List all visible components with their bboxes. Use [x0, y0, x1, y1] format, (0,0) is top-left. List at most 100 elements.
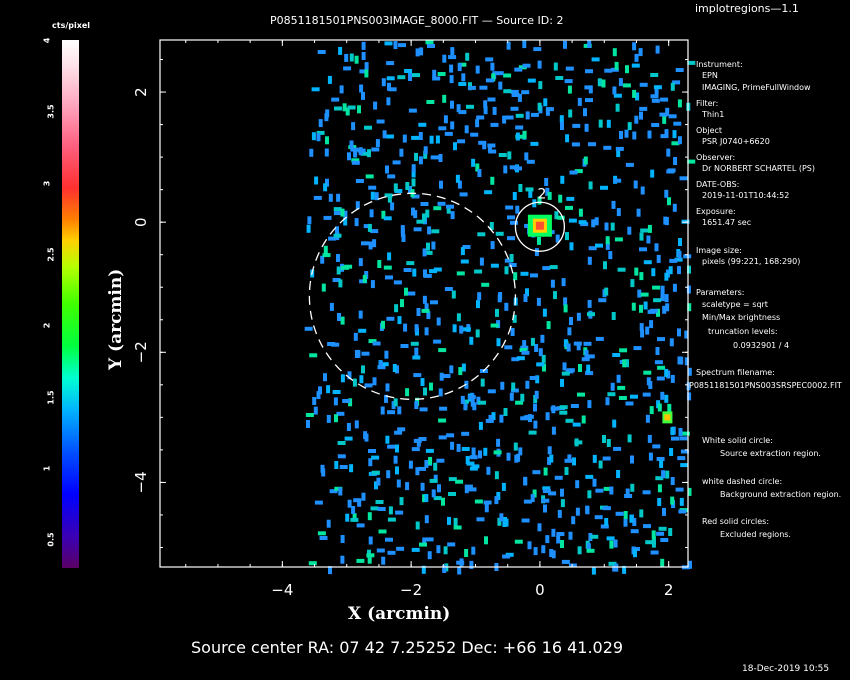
event-pixel — [595, 488, 604, 493]
event-pixel — [540, 334, 545, 343]
event-pixel — [411, 135, 420, 140]
event-pixel — [410, 341, 419, 346]
event-pixel — [411, 207, 415, 216]
event-pixel — [563, 339, 568, 348]
event-pixel — [515, 132, 520, 141]
event-pixel — [349, 53, 354, 62]
event-pixel — [525, 380, 530, 389]
event-pixel — [428, 456, 433, 465]
event-pixel — [366, 553, 375, 558]
event-pixel — [444, 131, 453, 136]
event-pixel — [581, 357, 590, 362]
event-pixel — [397, 427, 406, 432]
event-pixel — [326, 414, 331, 423]
event-pixel — [658, 526, 667, 531]
event-pixel — [556, 215, 565, 220]
event-pixel — [438, 388, 443, 397]
x-tick-label: −2 — [400, 581, 422, 599]
event-pixel — [586, 543, 591, 552]
event-pixel — [613, 446, 622, 451]
event-pixel — [318, 386, 322, 395]
event-pixel — [414, 324, 419, 333]
x-tick-label: −4 — [271, 581, 293, 599]
event-pixel — [504, 345, 513, 350]
event-pixel — [578, 364, 582, 372]
event-pixel — [329, 489, 338, 494]
event-pixel — [451, 290, 456, 299]
event-pixel — [512, 314, 517, 323]
event-pixel — [361, 365, 365, 374]
event-pixel — [648, 381, 653, 389]
event-pixel — [350, 147, 359, 152]
event-pixel — [413, 227, 422, 232]
event-pixel — [645, 540, 654, 545]
event-pixel — [456, 443, 461, 452]
legend-red-desc: Excluded regions. — [720, 530, 791, 539]
event-pixel — [404, 69, 413, 73]
event-pixel — [383, 216, 392, 221]
event-pixel — [683, 254, 692, 259]
event-pixel — [354, 55, 359, 64]
event-pixel — [443, 115, 448, 124]
event-pixel — [309, 353, 318, 358]
event-pixel — [462, 245, 471, 249]
event-pixel — [546, 321, 551, 330]
event-pixel — [485, 57, 494, 62]
event-pixel — [606, 119, 611, 128]
event-pixel — [545, 107, 550, 116]
event-pixel — [496, 492, 501, 500]
event-pixel — [656, 254, 661, 263]
event-pixel — [424, 494, 429, 502]
event-pixel — [429, 269, 437, 274]
event-pixel — [503, 89, 512, 94]
event-pixel — [600, 524, 609, 529]
event-pixel — [661, 470, 666, 479]
event-pixel — [630, 394, 638, 399]
event-pixel — [604, 222, 609, 231]
event-pixel — [592, 478, 597, 487]
event-pixel — [639, 247, 647, 252]
event-pixel — [394, 304, 399, 313]
event-pixel — [530, 337, 535, 346]
observer-value: Dr NORBERT SCHARTEL (PS) — [702, 164, 815, 173]
event-pixel — [575, 480, 580, 489]
event-pixel — [510, 220, 518, 225]
event-pixel — [573, 341, 582, 346]
event-pixel — [339, 85, 344, 94]
event-pixel — [594, 217, 599, 226]
event-pixel — [542, 308, 547, 317]
event-pixel — [677, 250, 682, 259]
event-pixel — [318, 119, 323, 128]
event-pixel — [414, 401, 419, 409]
event-pixel — [679, 356, 684, 365]
event-pixel — [372, 239, 377, 248]
event-pixel — [616, 208, 621, 217]
event-pixel — [503, 165, 508, 174]
event-pixel — [577, 546, 582, 555]
event-pixel — [475, 65, 480, 74]
event-pixel — [584, 85, 593, 90]
event-pixel — [544, 178, 549, 186]
event-pixel — [627, 122, 632, 131]
event-pixel — [368, 449, 376, 453]
event-pixel — [316, 391, 321, 400]
event-pixel — [586, 364, 591, 373]
event-pixel — [653, 298, 662, 303]
event-pixel — [382, 130, 387, 139]
event-pixel — [523, 477, 528, 486]
event-pixel — [316, 133, 321, 142]
event-pixel — [572, 457, 576, 466]
event-pixel — [632, 131, 637, 140]
event-pixel — [325, 178, 329, 187]
event-pixel — [603, 145, 612, 150]
event-pixel — [460, 395, 465, 404]
event-pixel — [314, 176, 319, 185]
event-pixel — [507, 236, 515, 241]
exposure-label: Exposure: — [696, 207, 736, 216]
event-pixel — [478, 140, 487, 145]
event-pixel — [617, 385, 626, 390]
event-pixel — [415, 48, 420, 57]
event-pixel — [671, 436, 679, 441]
event-pixel — [554, 475, 563, 480]
